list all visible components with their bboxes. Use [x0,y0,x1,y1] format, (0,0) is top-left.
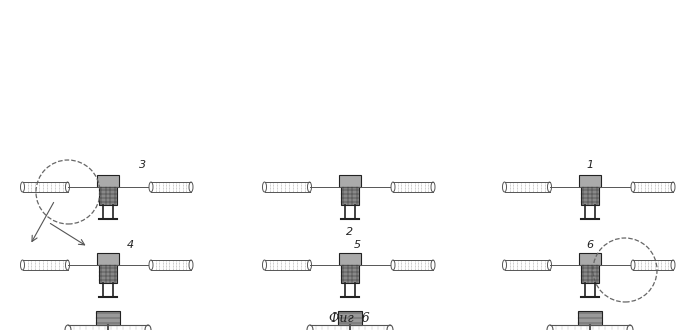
Bar [97,253,119,265]
Text: 4: 4 [127,240,134,250]
Bar [341,265,359,283]
Bar [96,311,120,325]
Bar [578,311,602,325]
Text: Фиг  6: Фиг 6 [329,312,369,325]
Bar [579,175,601,187]
Bar [341,187,359,205]
Bar [581,265,599,283]
Bar [97,175,119,187]
Bar [338,311,362,325]
Bar [579,253,601,265]
Bar [99,187,117,205]
Text: 3: 3 [139,160,147,170]
Text: 1: 1 [586,160,593,170]
Text: 5: 5 [354,240,361,250]
Bar [99,265,117,283]
Bar [339,175,361,187]
Bar [339,253,361,265]
Bar [581,187,599,205]
Text: 2: 2 [347,227,354,237]
Text: 6: 6 [586,240,593,250]
